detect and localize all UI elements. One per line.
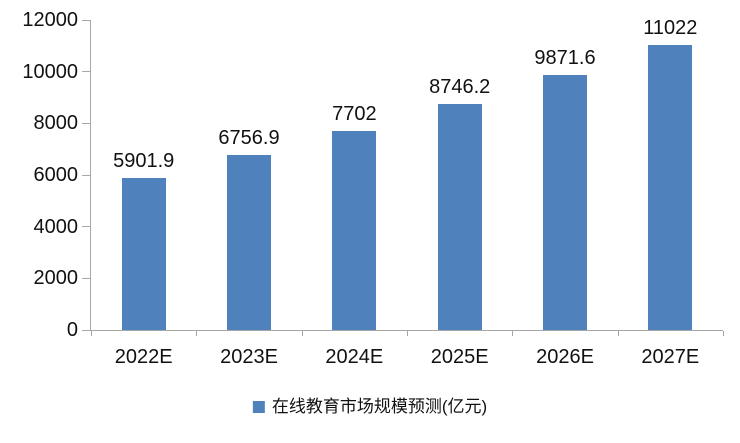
y-axis-tick	[82, 329, 90, 331]
bar-value-label: 7702	[332, 103, 377, 126]
y-axis-tick-label: 2000	[33, 267, 79, 290]
bar-2022E: 5901.9	[113, 151, 174, 330]
y-axis-tick-label: 4000	[33, 215, 79, 238]
y-axis-tick	[82, 226, 90, 228]
x-axis-tick	[407, 331, 408, 336]
x-axis-category-label: 2026E	[536, 346, 594, 368]
x-axis-tick	[196, 331, 198, 336]
y-axis-tick	[82, 71, 90, 73]
x-axis-category-label: 2024E	[325, 346, 384, 368]
plot-area: 0 2000 4000 6000 8000 10000 12000 5901.9 2022E 67…	[22, 10, 724, 367]
y-axis-tick-label: 6000	[33, 164, 79, 186]
x-axis-tick	[617, 331, 619, 336]
y-axis-tick-label: 0	[66, 319, 78, 341]
x-axis-tick	[512, 331, 514, 336]
legend-square-icon	[252, 401, 265, 414]
x-axis-tick	[91, 331, 92, 336]
bar-value-label: 11022	[643, 17, 698, 40]
legend-label: 在线教育市场规模预测(亿元)	[271, 397, 488, 416]
bar-2025E: 8746.2	[429, 77, 490, 330]
bar-2023E: 6756.9	[218, 128, 280, 330]
x-axis-category-label: 2025E	[430, 346, 489, 368]
x-axis-category-label: 2027E	[641, 346, 700, 368]
bar-value-label: 5901.9	[113, 149, 175, 172]
y-axis-tick	[82, 19, 90, 21]
bar-value-label: 9871.6	[534, 46, 596, 69]
y-axis-tick-label: 8000	[33, 112, 79, 135]
legend: 在线教育市场规模预测(亿元)	[252, 397, 488, 417]
y-axis-tick	[82, 174, 90, 176]
x-axis-tick	[301, 331, 303, 336]
x-axis-category-label: 2023E	[220, 346, 278, 368]
y-axis-tick-label: 12000	[22, 9, 78, 31]
bar-value-label: 8746.2	[429, 76, 491, 99]
bar-2027E: 11022	[643, 18, 697, 330]
x-axis-tick	[723, 331, 724, 336]
bar-value-label: 6756.9	[218, 127, 280, 150]
bar-2024E: 7702	[332, 104, 377, 330]
bar-2026E: 9871.6	[534, 48, 596, 330]
y-axis-tick	[82, 277, 90, 279]
x-axis-category-label: 2022E	[114, 346, 173, 368]
y-axis-tick-label: 10000	[22, 60, 78, 83]
y-axis-tick	[82, 122, 90, 124]
